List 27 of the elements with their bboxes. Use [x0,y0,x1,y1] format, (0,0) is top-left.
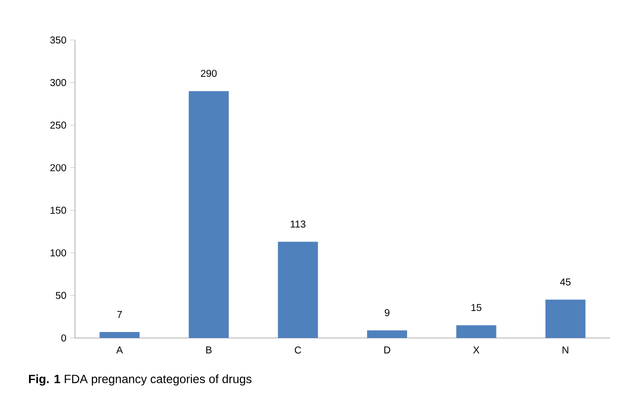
y-tick-label: 100 [50,249,66,256]
data-label: 9 [384,309,390,316]
data-label: 7 [117,310,122,318]
text: Fig. 1 FDA pregnancy categories of drugs [29,374,252,386]
y-tick-label: 50 [56,292,66,299]
data-label: 113 [290,220,306,228]
y-tick-label: 300 [50,79,66,86]
bar [278,242,318,338]
y-tick-label: 0 [61,334,66,342]
x-tick-label: B [206,346,212,354]
data-label: 45 [560,278,571,286]
bar [188,91,229,338]
bar [456,325,496,338]
y-tick-label: 250 [50,122,66,129]
data-label: 290 [200,70,217,77]
x-tick-label: N [562,346,568,354]
x-tick-label: C [294,346,302,354]
x-tick-label: X [473,346,480,354]
bar [367,330,408,338]
x-tick-label: D [384,346,390,354]
bar [545,300,586,338]
x-tick-label: A [116,346,123,354]
y-tick-label: 350 [50,36,66,44]
y-tick-label: 150 [50,206,66,214]
y-tick-label: 200 [50,164,66,172]
data-label: 15 [471,304,482,312]
bar [100,332,140,338]
